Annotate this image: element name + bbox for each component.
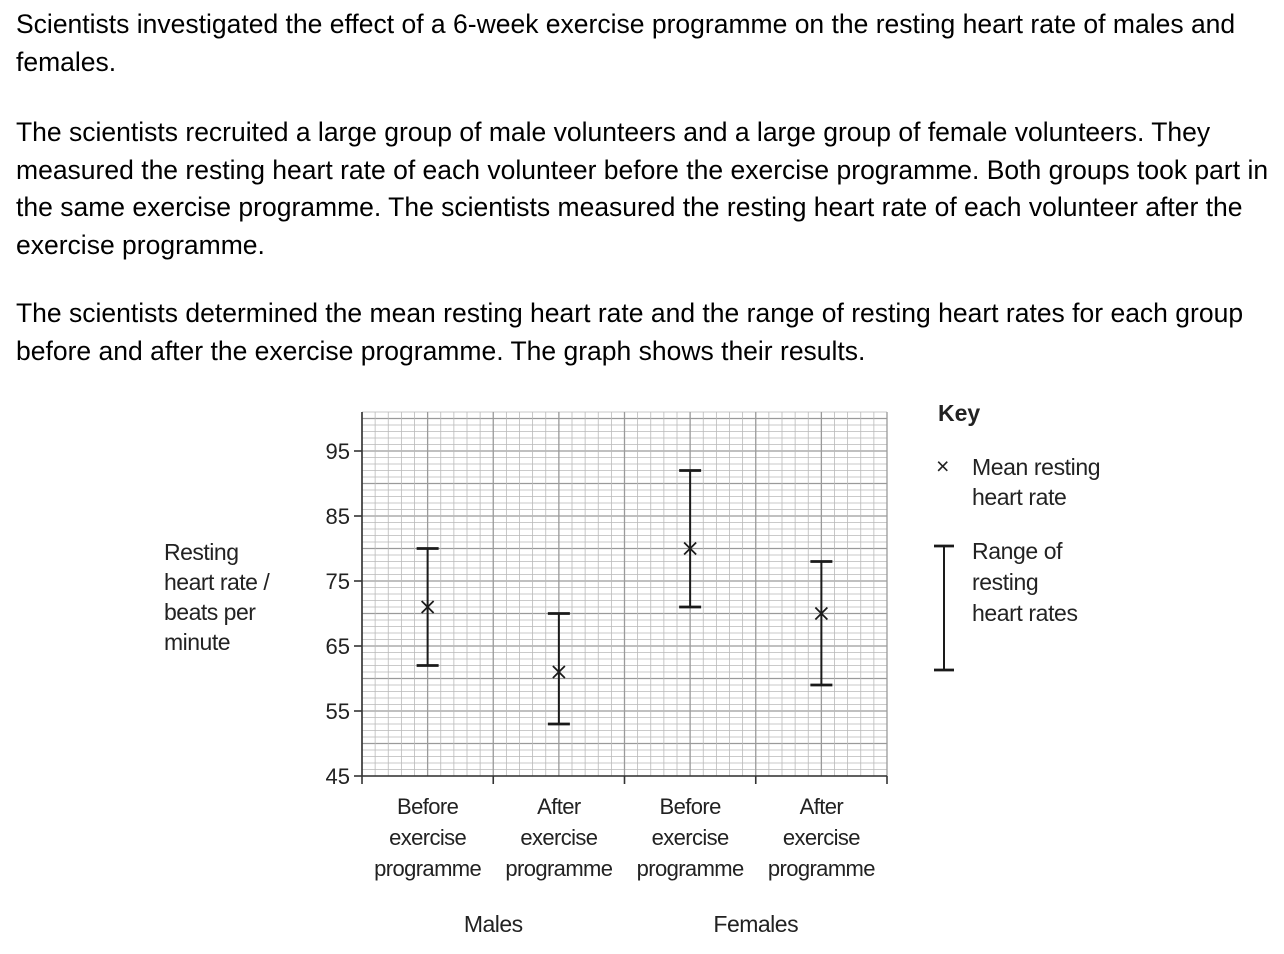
key-range-label: heart rates: [972, 600, 1078, 626]
x-category-label: exercise: [389, 825, 466, 850]
key-range-label: Range of: [972, 538, 1063, 564]
x-category-label: After: [537, 794, 581, 819]
y-tick-label: 75: [326, 569, 350, 594]
key-mean-symbol: ×: [936, 453, 949, 479]
x-category-label: After: [800, 794, 844, 819]
heart-rate-figure: 45 55 65 75 85 95 Resting heart rate / beats per…: [0, 390, 1284, 954]
y-axis-label: beats per: [164, 599, 256, 625]
y-tick-label: 95: [326, 439, 350, 464]
x-category-label: programme: [505, 856, 612, 881]
y-axis-label: Resting: [164, 539, 238, 565]
y-tick-label: 55: [326, 699, 350, 724]
results-paragraph: The scientists determined the mean resti…: [16, 298, 1244, 366]
mean-marker: [420, 600, 435, 614]
y-tick-label: 85: [326, 504, 350, 529]
x-category-label: exercise: [520, 825, 597, 850]
heart-rate-chart: 45 55 65 75 85 95 Resting heart rate / beats per…: [164, 400, 1101, 937]
mean-marker: [814, 606, 829, 621]
x-category-label: Before: [660, 794, 722, 819]
key-mean-label: heart rate: [972, 484, 1066, 510]
x-category-label: exercise: [783, 825, 860, 850]
method-paragraph: The scientists recruited a large group o…: [16, 117, 1269, 260]
mean-marker: [552, 665, 566, 679]
y-axis-label: heart rate /: [164, 569, 270, 595]
y-tick-label: 65: [326, 634, 350, 659]
group-label: Females: [713, 911, 798, 937]
y-tick-label: 45: [326, 764, 350, 789]
x-category-label: programme: [637, 856, 744, 881]
key-range-label: resting: [972, 569, 1038, 595]
key-mean-label: Mean resting: [972, 454, 1100, 480]
intro-paragraph: Scientists investigated the effect of a …: [16, 9, 1236, 77]
group-label: Males: [464, 911, 523, 937]
x-category-label: programme: [374, 856, 481, 881]
mean-marker: [683, 541, 697, 556]
x-category-label: exercise: [652, 825, 729, 850]
key-title: Key: [938, 400, 980, 426]
x-category-label: programme: [768, 856, 875, 881]
y-axis-label: minute: [164, 629, 230, 655]
x-category-label: Before: [397, 794, 459, 819]
